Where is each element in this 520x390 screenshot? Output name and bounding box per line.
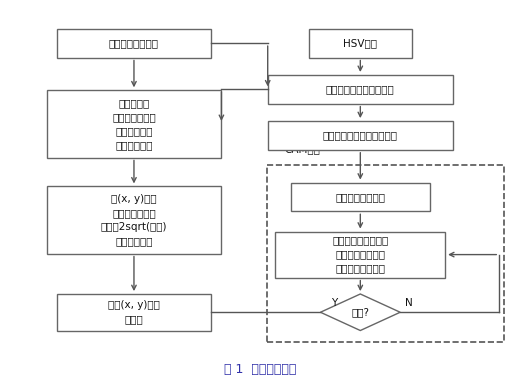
FancyBboxPatch shape (309, 29, 412, 58)
FancyBboxPatch shape (57, 29, 211, 58)
Text: 收敛?: 收敛? (352, 307, 369, 317)
FancyBboxPatch shape (268, 121, 453, 150)
FancyBboxPatch shape (276, 232, 445, 278)
Text: CAM算法: CAM算法 (284, 144, 320, 154)
FancyBboxPatch shape (46, 90, 222, 158)
Polygon shape (320, 294, 400, 330)
FancyBboxPatch shape (46, 186, 222, 254)
Text: N: N (405, 298, 413, 308)
Text: 颜色概率分布图像: 颜色概率分布图像 (335, 192, 385, 202)
FancyBboxPatch shape (57, 294, 211, 330)
Text: 质心(x, y)坐标
和角度: 质心(x, y)坐标 和角度 (108, 300, 160, 324)
Text: 图 1  运动车辆跟踪: 图 1 运动车辆跟踪 (224, 363, 296, 376)
FancyBboxPatch shape (291, 183, 430, 211)
Text: 在搜索窗口内找到质心位置: 在搜索窗口内找到质心位置 (323, 130, 398, 140)
Text: 计算区域目标颜色直方图: 计算区域目标颜色直方图 (326, 84, 395, 94)
FancyBboxPatch shape (268, 75, 453, 104)
Text: 把处理区域
设置在搜索窗口
中心，且尺寸
大于搜索窗口: 把处理区域 设置在搜索窗口 中心，且尺寸 大于搜索窗口 (112, 98, 156, 150)
Text: 选择初始搜索区域: 选择初始搜索区域 (109, 38, 159, 48)
Text: Y: Y (331, 298, 337, 308)
Text: HSV图像: HSV图像 (343, 38, 378, 48)
Text: 移动搜索窗口的中心
到质心位置，计算
窗口内的区域面积: 移动搜索窗口的中心 到质心位置，计算 窗口内的区域面积 (332, 236, 388, 274)
Text: 把(x, y)作为
新的搜索窗口的
中心，2sqrt(面积)
设置窗口宽度: 把(x, y)作为 新的搜索窗口的 中心，2sqrt(面积) 设置窗口宽度 (101, 194, 167, 246)
